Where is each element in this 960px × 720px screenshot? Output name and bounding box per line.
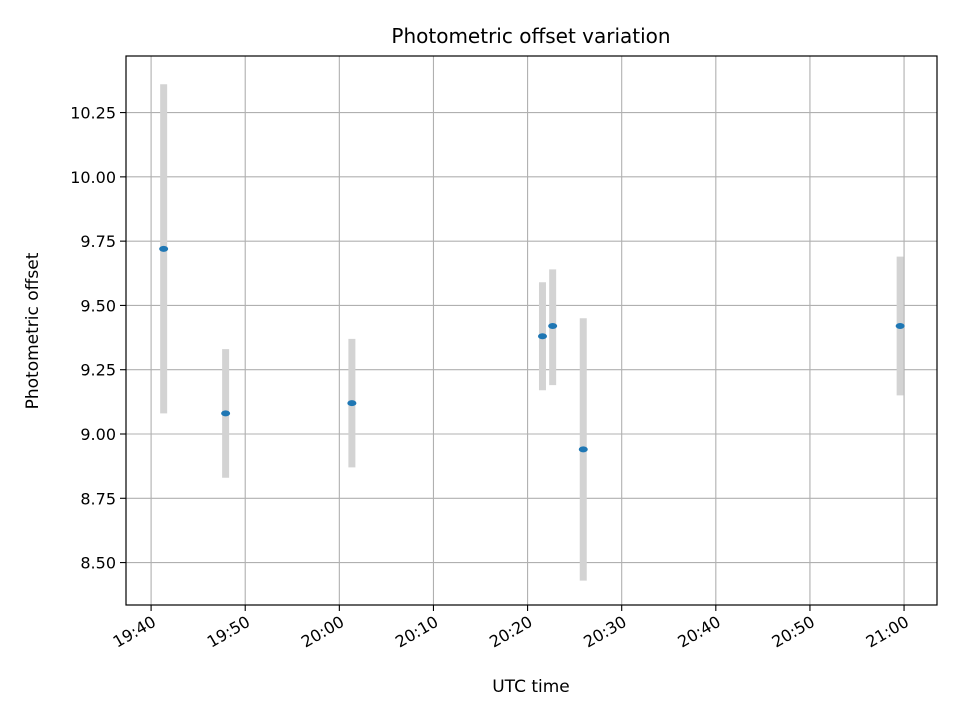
y-tick-label: 9.00 (80, 425, 116, 444)
x-tick-label: 20:20 (486, 612, 535, 652)
x-tick-label: 19:40 (110, 612, 159, 652)
x-tick-label: 20:50 (769, 612, 818, 652)
data-point (221, 410, 231, 417)
x-axis-label: UTC time (492, 677, 570, 697)
y-axis-label: Photometric offset (23, 252, 43, 409)
y-tick-label: 10.00 (70, 168, 116, 187)
error-bars (160, 84, 904, 581)
y-axis-ticks: 8.50 8.75 9.00 9.25 9.50 9.75 10.00 10.25 (70, 104, 126, 573)
chart-title: Photometric offset variation (391, 24, 670, 48)
data-point (578, 446, 588, 453)
y-tick-label: 8.50 (80, 554, 116, 573)
x-tick-label: 19:50 (204, 612, 253, 652)
y-tick-label: 9.75 (80, 232, 116, 251)
x-tick-label: 20:10 (392, 612, 441, 652)
y-tick-label: 9.25 (80, 361, 116, 380)
data-point (159, 245, 169, 252)
data-point (347, 400, 357, 407)
x-tick-label: 21:00 (863, 612, 912, 652)
grid-lines (126, 56, 937, 605)
data-point (895, 323, 905, 329)
y-tick-label: 10.25 (70, 104, 116, 123)
y-tick-label: 8.75 (80, 489, 116, 508)
x-axis-ticks: 19:40 19:50 20:00 20:10 20:20 20:30 20:40 20:50… (110, 605, 912, 652)
x-tick-label: 20:00 (298, 612, 347, 652)
data-point (548, 323, 558, 329)
data-points (159, 245, 905, 453)
x-tick-label: 20:40 (674, 612, 723, 652)
data-point (537, 333, 547, 340)
x-tick-label: 20:30 (580, 612, 629, 652)
y-tick-label: 9.50 (80, 296, 116, 315)
plot-frame (125, 55, 938, 606)
